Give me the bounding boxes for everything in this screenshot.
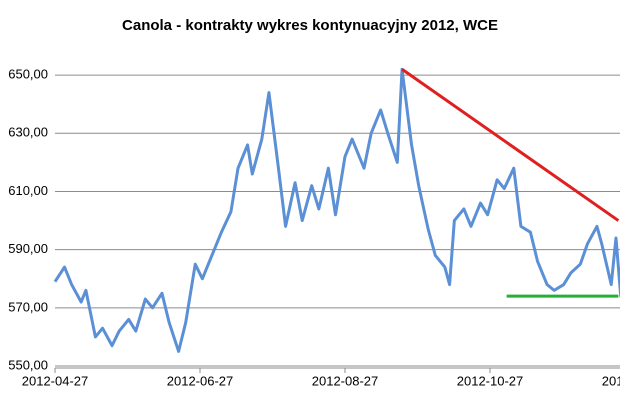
- x-tick-label: 2012-06-27: [167, 373, 234, 388]
- x-tick-label: 2012-10-27: [457, 373, 524, 388]
- data-line: [53, 67, 620, 353]
- trend-line: [401, 68, 620, 222]
- x-tick-label: 2012-04-27: [22, 373, 89, 388]
- y-tick-label: 630,00: [8, 125, 48, 140]
- y-tick-label: 590,00: [8, 241, 48, 256]
- x-tick-label: 2012-12-27: [602, 373, 620, 388]
- y-tick-label: 610,00: [8, 183, 48, 198]
- y-tick-label: 550,00: [8, 357, 48, 372]
- y-tick-label: 650,00: [8, 67, 48, 82]
- y-tick-label: 570,00: [8, 299, 48, 314]
- chart-title: Canola - kontrakty wykres kontynuacyjny …: [122, 17, 498, 34]
- x-tick-label: 2012-08-27: [312, 373, 379, 388]
